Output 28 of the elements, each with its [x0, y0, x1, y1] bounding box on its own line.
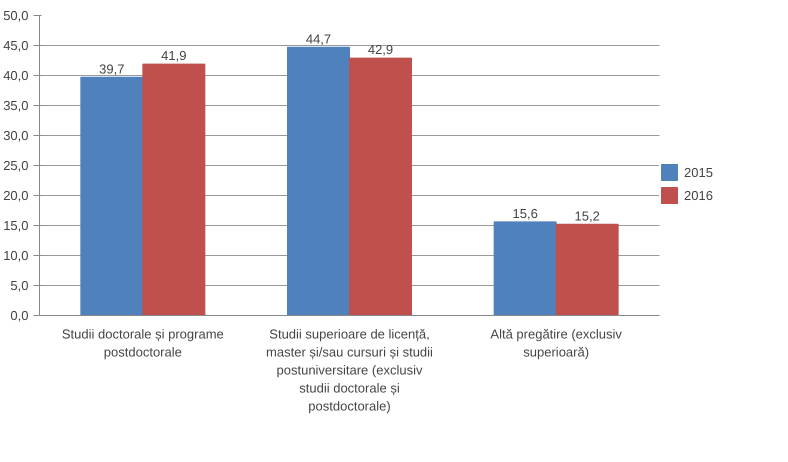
bar — [349, 58, 412, 316]
y-tick-label: 30,0 — [3, 128, 29, 143]
bar — [80, 76, 144, 316]
data-label: 44,7 — [306, 31, 332, 46]
bar — [142, 64, 206, 316]
y-tick-label: 35,0 — [3, 98, 29, 113]
y-tick-label: 5,0 — [10, 278, 29, 293]
y-tick-label: 50,0 — [3, 8, 29, 23]
data-label: 15,6 — [512, 206, 538, 221]
y-tick-label: 0,0 — [10, 308, 29, 323]
x-tick-label: Altă pregătire (exclusiv superioară) — [490, 326, 622, 360]
data-label: 39,7 — [99, 61, 124, 76]
bar — [494, 221, 557, 316]
x-tick-label: Studii superioare de licență, master și/sau cursuri și studii postuniversitare (exclusiv studii doctorale și postdoctorale) — [266, 326, 434, 414]
y-tick-label: 25,0 — [3, 158, 29, 173]
y-tick-label: 10,0 — [3, 248, 29, 263]
data-label: 15,2 — [574, 208, 600, 224]
y-tick-label: 20,0 — [3, 188, 29, 203]
x-tick-label: Studii doctorale și programe postdoctorale — [62, 326, 224, 360]
data-label: 41,9 — [161, 48, 186, 64]
y-tick-label: 15,0 — [3, 218, 29, 233]
y-tick-label: 45,0 — [3, 38, 29, 53]
legend-label: 2015 — [684, 164, 713, 180]
bar — [556, 224, 619, 316]
y-tick-label: 40,0 — [3, 68, 29, 83]
bar — [287, 46, 350, 316]
data-label: 42,9 — [368, 42, 394, 58]
legend-label: 2016 — [684, 188, 713, 202]
